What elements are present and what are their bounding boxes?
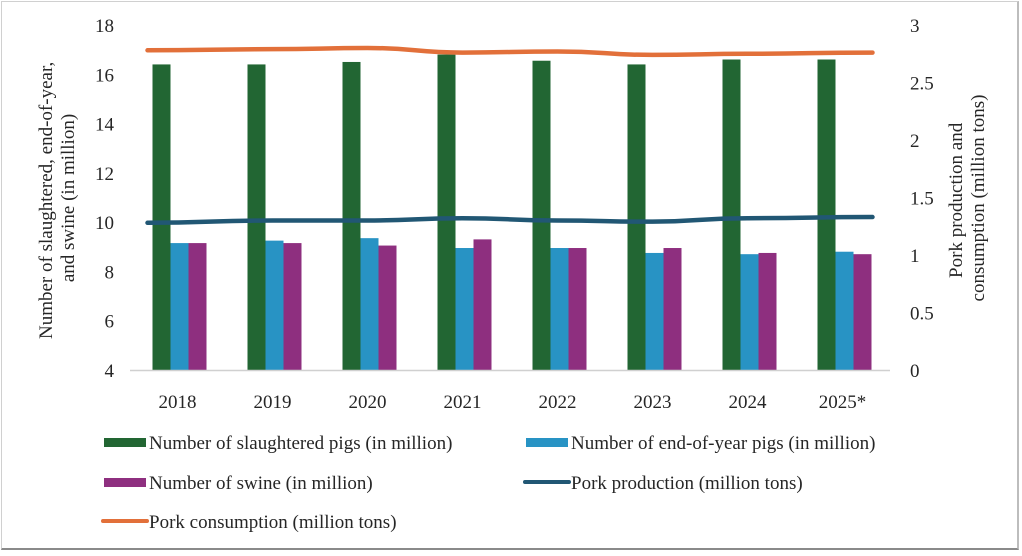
x-tick-label: 2018 xyxy=(159,392,197,413)
x-tick-label: 2025* xyxy=(819,392,867,413)
right-axis-ticks: 0 0.5 1 1.5 2 2.5 3 xyxy=(910,16,934,382)
legend-item-pork-production: Pork production (million tons) xyxy=(523,473,803,494)
left-tick-label: 10 xyxy=(95,213,114,234)
left-tick-label: 14 xyxy=(95,115,115,136)
right-axis-title-line-2: consumption (million tons) xyxy=(968,95,989,302)
bar-slaughtered-2021 xyxy=(437,54,456,370)
bar-end-of-year-2023 xyxy=(645,252,664,370)
bar-slaughtered-2025 xyxy=(817,59,836,370)
bar-end-of-year-2019 xyxy=(265,240,284,370)
right-tick-label: 3 xyxy=(910,16,920,37)
legend-swatch xyxy=(104,438,146,447)
bar-swine-2021 xyxy=(473,239,492,370)
left-axis-title-line-2: and swine (in million) xyxy=(58,114,79,282)
x-tick-label: 2024 xyxy=(729,392,768,413)
legend: Number of slaughtered pigs (in million) N… xyxy=(101,433,875,533)
left-axis-title-line-1: Number of slaughtered, end-of-year, xyxy=(36,62,57,339)
left-tick-label: 4 xyxy=(105,361,115,382)
legend-label: Number of slaughtered pigs (in million) xyxy=(149,433,452,454)
legend-item-swine: Number of swine (in million) xyxy=(104,473,373,494)
right-tick-label: 1.5 xyxy=(910,189,934,210)
lines xyxy=(145,45,875,226)
legend-item-slaughtered: Number of slaughtered pigs (in million) xyxy=(104,433,452,454)
legend-label: Number of end-of-year pigs (in million) xyxy=(571,433,875,454)
legend-label: Number of swine (in million) xyxy=(149,473,373,494)
legend-swatch xyxy=(104,478,146,487)
bar-slaughtered-2018 xyxy=(152,64,171,370)
left-tick-label: 8 xyxy=(105,262,115,283)
right-tick-label: 2 xyxy=(910,131,920,152)
bar-swine-2025 xyxy=(853,254,872,370)
right-tick-label: 0.5 xyxy=(910,304,934,325)
right-tick-label: 2.5 xyxy=(910,74,934,95)
x-tick-label: 2021 xyxy=(444,392,482,413)
legend-label: Pork consumption (million tons) xyxy=(149,512,397,533)
right-tick-label: 1 xyxy=(910,246,920,267)
bar-slaughtered-2020 xyxy=(342,61,361,370)
bar-end-of-year-2024 xyxy=(740,254,759,370)
legend-item-pork-consumption: Pork consumption (million tons) xyxy=(101,512,397,533)
legend-label: Pork production (million tons) xyxy=(571,473,803,494)
x-tick-label: 2022 xyxy=(539,392,577,413)
bar-slaughtered-2019 xyxy=(247,64,266,370)
bars xyxy=(152,54,872,370)
bar-swine-2022 xyxy=(568,248,587,370)
x-tick-label: 2019 xyxy=(254,392,292,413)
bar-swine-2019 xyxy=(283,243,302,370)
x-tick-label: 2020 xyxy=(349,392,387,413)
bar-end-of-year-2020 xyxy=(360,238,379,370)
bar-end-of-year-2021 xyxy=(455,248,474,370)
bar-end-of-year-2022 xyxy=(550,248,569,370)
left-tick-label: 16 xyxy=(95,65,114,86)
legend-swatch xyxy=(526,438,568,447)
left-tick-label: 6 xyxy=(105,312,115,333)
x-tick-label: 2023 xyxy=(634,392,672,413)
bar-swine-2023 xyxy=(663,248,682,370)
left-axis-ticks: 4 6 8 10 12 14 16 18 xyxy=(95,16,115,382)
bar-slaughtered-2022 xyxy=(532,60,551,370)
right-tick-label: 0 xyxy=(910,361,920,382)
bar-swine-2018 xyxy=(188,243,207,370)
legend-item-end-of-year: Number of end-of-year pigs (in million) xyxy=(526,433,875,454)
bar-swine-2024 xyxy=(758,252,777,370)
x-axis-ticks: 2018 2019 2020 2021 2022 2023 2024 2025* xyxy=(159,392,867,413)
bar-end-of-year-2018 xyxy=(170,243,189,370)
right-axis-title: Pork production and consumption (million… xyxy=(946,95,989,302)
left-tick-label: 12 xyxy=(95,164,114,185)
right-axis-title-line-1: Pork production and xyxy=(946,122,967,278)
bar-swine-2020 xyxy=(378,245,397,370)
bar-end-of-year-2025 xyxy=(835,251,854,370)
bar-slaughtered-2023 xyxy=(627,64,646,370)
line-pork-consumption xyxy=(145,45,875,58)
left-tick-label: 18 xyxy=(95,16,114,37)
left-axis-title: Number of slaughtered, end-of-year, and … xyxy=(36,57,79,339)
bar-slaughtered-2024 xyxy=(722,59,741,370)
line-pork-production xyxy=(145,214,875,226)
